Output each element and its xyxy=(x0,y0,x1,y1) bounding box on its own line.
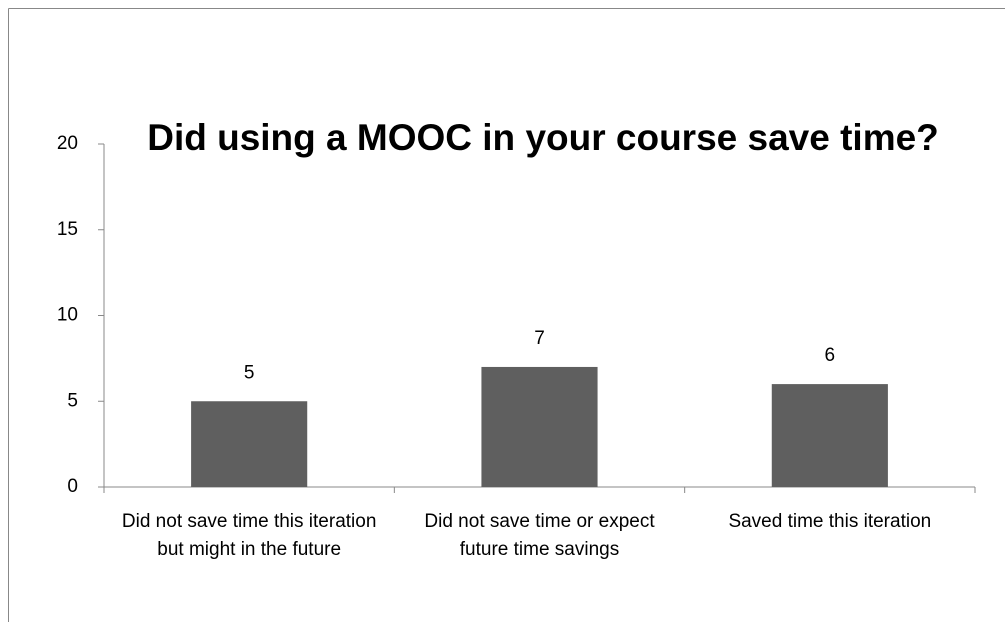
y-tick-label: 5 xyxy=(67,390,78,411)
bar xyxy=(771,384,888,487)
value-label: 6 xyxy=(825,345,836,366)
y-tick-label: 0 xyxy=(67,476,78,497)
y-tick-label: 20 xyxy=(57,133,78,154)
value-label: 7 xyxy=(534,328,545,349)
bar xyxy=(191,401,308,487)
x-tick-label: Saved time this iteration xyxy=(728,511,932,532)
x-tick-label: Did not save time this iteration but mig… xyxy=(121,511,377,560)
bar xyxy=(481,366,598,487)
chart-title: Did using a MOOC in your course save tim… xyxy=(147,117,939,158)
y-tick-label: 10 xyxy=(57,305,78,326)
value-label: 5 xyxy=(244,362,255,383)
x-tick-label: Did not save time or expect future time … xyxy=(424,511,655,560)
y-tick-label: 15 xyxy=(57,219,78,240)
